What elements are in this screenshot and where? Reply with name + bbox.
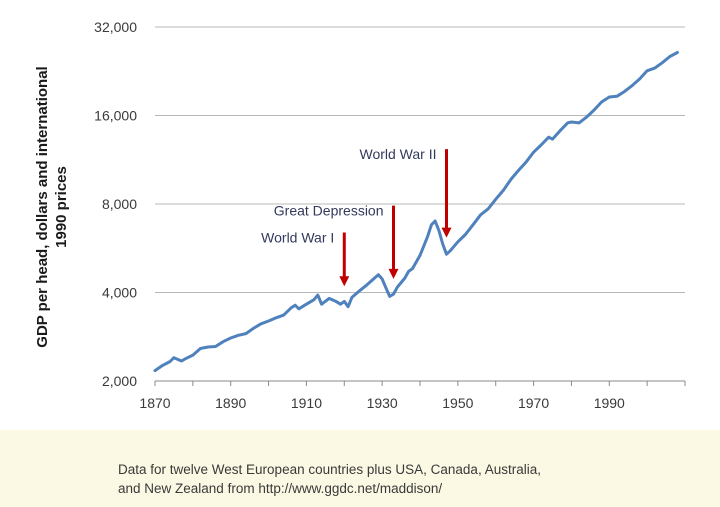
y-tick-label: 32,000 (94, 19, 137, 35)
caption-line-1: Data for twelve West European countries … (118, 462, 541, 477)
annotation-arrow-head (441, 227, 452, 238)
x-tick-label: 1870 (139, 395, 170, 411)
gdp-line-chart: 2,000 4,000 8,000 16,000 32,000 1870 1890 1910 1… (34, 19, 686, 411)
y-axis-label-line-2: 1990 prices (53, 166, 70, 248)
grid-layer (155, 26, 685, 382)
caption-line-2: and New Zealand from http://www.ggdc.net… (118, 481, 443, 496)
x-tick-label: 1910 (291, 395, 322, 411)
caption-band: Data for twelve West European countries … (0, 430, 720, 507)
y-tick-label: 2,000 (102, 373, 137, 389)
annotation-arrow-head (339, 276, 350, 287)
annotation-label: World War II (359, 146, 436, 162)
y-tick-label: 4,000 (102, 285, 137, 301)
x-tick-label: 1990 (594, 395, 625, 411)
y-tick-label: 8,000 (102, 196, 137, 212)
y-axis-label-line-1: GDP per head, dollars and international (34, 66, 51, 347)
x-tick-label: 1890 (215, 395, 246, 411)
chart-area: 2,000 4,000 8,000 16,000 32,000 1870 1890 1910 1… (34, 19, 686, 411)
y-tick-label: 16,000 (94, 108, 137, 124)
gdp-series-line (153, 51, 679, 373)
x-tick-label: 1950 (442, 395, 473, 411)
annotation-arrow-head (388, 268, 399, 279)
x-tick-label: 1970 (518, 395, 549, 411)
annotation-label: World War I (261, 229, 334, 245)
annotation-layer: World War I Great Depression World War II (261, 146, 452, 287)
annotation-label: Great Depression (274, 203, 384, 219)
x-tick-label: 1930 (367, 395, 398, 411)
axis-layer: 2,000 4,000 8,000 16,000 32,000 1870 1890 1910 1… (94, 19, 686, 411)
series-layer (153, 51, 679, 373)
